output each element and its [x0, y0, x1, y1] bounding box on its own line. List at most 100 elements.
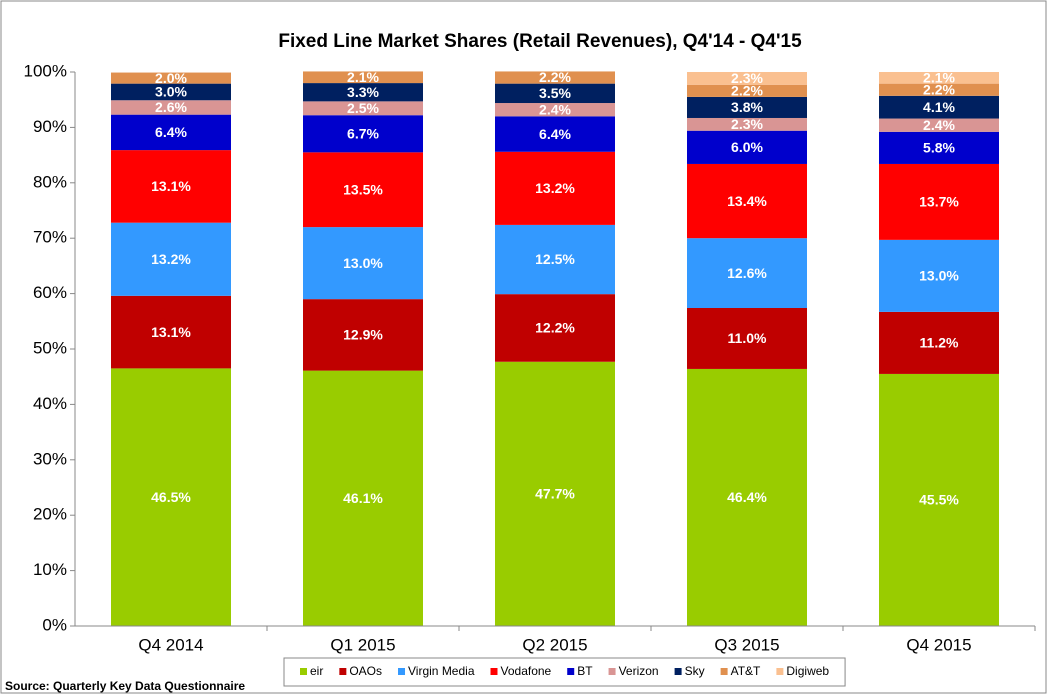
- y-tick-label: 100%: [24, 61, 67, 80]
- bar-segment: [303, 83, 423, 102]
- value-label: 3.0%: [155, 84, 187, 100]
- bar-segment: [111, 72, 231, 84]
- value-label: 2.5%: [347, 100, 379, 116]
- x-tick-label: Q4 2014: [138, 635, 203, 654]
- y-tick-label: 60%: [33, 283, 67, 302]
- x-tick-label: Q2 2015: [522, 635, 587, 654]
- y-tick-label: 30%: [33, 449, 67, 468]
- legend-label: Vodafone: [501, 664, 552, 678]
- value-label: 2.2%: [539, 69, 571, 85]
- bar-segment: [303, 101, 423, 116]
- y-tick-label: 20%: [33, 505, 67, 524]
- bar-segment: [687, 368, 807, 626]
- value-label: 2.6%: [155, 99, 187, 115]
- value-label: 2.3%: [731, 116, 763, 132]
- value-label: 13.1%: [151, 178, 191, 194]
- bar-segment: [687, 84, 807, 97]
- bar-segment: [687, 117, 807, 131]
- bar-segment: [303, 152, 423, 228]
- bar-segment: [879, 239, 999, 312]
- bar-segment: [879, 83, 999, 96]
- value-label: 11.2%: [920, 335, 959, 351]
- bar-segment: [111, 114, 231, 151]
- value-label: 2.0%: [155, 70, 187, 86]
- bar-segment: [687, 308, 807, 369]
- legend-swatch: [339, 668, 347, 675]
- bar-segment: [303, 115, 423, 153]
- bar-segment: [111, 222, 231, 296]
- legend-label: Verizon: [619, 664, 659, 678]
- value-label: 13.5%: [343, 181, 383, 197]
- bar-segment: [495, 83, 615, 104]
- bar-segment: [111, 150, 231, 223]
- legend-swatch: [608, 668, 616, 675]
- bar-segment: [687, 130, 807, 164]
- y-tick-label: 0%: [42, 615, 67, 634]
- y-tick-label: 40%: [33, 394, 67, 413]
- bar-segment: [687, 72, 807, 85]
- legend-swatch: [720, 668, 728, 675]
- bar-segment: [495, 116, 615, 152]
- legend-label: Virgin Media: [408, 664, 475, 678]
- legend-swatch: [567, 668, 575, 675]
- legend-label: AT&T: [731, 664, 761, 678]
- bar-segment: [303, 227, 423, 300]
- value-label: 13.4%: [727, 193, 767, 209]
- value-label: 13.2%: [151, 251, 191, 267]
- value-label: 3.3%: [347, 84, 379, 100]
- value-label: 3.5%: [539, 85, 571, 101]
- bar-segment: [495, 71, 615, 84]
- y-tick-label: 80%: [33, 172, 67, 191]
- value-label: 4.1%: [923, 99, 955, 115]
- bar-segment: [495, 361, 615, 626]
- value-label: 13.7%: [919, 194, 959, 210]
- value-label: 2.3%: [731, 70, 763, 86]
- bar-segment: [111, 83, 231, 101]
- x-tick-label: Q3 2015: [714, 635, 779, 654]
- bar-segment: [495, 224, 615, 295]
- value-label: 6.4%: [155, 124, 187, 140]
- legend-label: Sky: [685, 664, 705, 678]
- legend: eir OAOs Virgin Media Vodafone BT Verizon Sky A…: [283, 657, 846, 687]
- value-label: 12.5%: [535, 251, 575, 267]
- bar-segment: [687, 163, 807, 239]
- bar-segment: [111, 295, 231, 369]
- value-label: 46.5%: [151, 489, 191, 505]
- bar-segment: [879, 72, 999, 84]
- legend-swatch: [398, 668, 406, 675]
- value-label: 2.4%: [539, 101, 571, 117]
- value-label: 47.7%: [535, 486, 575, 502]
- value-label: 11.0%: [728, 330, 767, 346]
- legend-label: BT: [577, 664, 593, 678]
- bar-segment: [495, 294, 615, 362]
- bar-segment: [111, 100, 231, 115]
- bar-segment: [303, 299, 423, 371]
- value-label: 12.2%: [535, 320, 575, 336]
- y-tick-label: 90%: [33, 117, 67, 136]
- value-label: 2.4%: [923, 117, 955, 133]
- value-label: 13.1%: [151, 324, 191, 340]
- legend-label: eir: [310, 664, 323, 678]
- bar-segment: [879, 311, 999, 374]
- value-label: 12.9%: [343, 327, 383, 343]
- x-tick-label: Q4 2015: [906, 635, 971, 654]
- value-label: 3.8%: [731, 99, 763, 115]
- value-label: 12.6%: [727, 265, 767, 281]
- value-label: 2.1%: [923, 70, 955, 86]
- bar-segment: [879, 95, 999, 119]
- value-label: 2.2%: [731, 83, 763, 99]
- legend-swatch: [776, 668, 784, 675]
- value-label: 13.0%: [343, 255, 383, 271]
- value-label: 13.2%: [535, 180, 575, 196]
- x-tick-label: Q1 2015: [330, 635, 395, 654]
- y-tick-label: 50%: [33, 338, 67, 357]
- y-tick-label: 10%: [33, 560, 67, 579]
- value-label: 6.4%: [539, 126, 571, 142]
- bar-segment: [687, 238, 807, 309]
- bar-segment: [303, 71, 423, 84]
- bar-segment: [879, 163, 999, 240]
- value-label: 13.0%: [919, 268, 959, 284]
- chart-title: Fixed Line Market Shares (Retail Revenue…: [278, 31, 802, 52]
- source-note: Source: Quarterly Key Data Questionnaire: [5, 679, 245, 693]
- value-label: 46.1%: [343, 490, 383, 506]
